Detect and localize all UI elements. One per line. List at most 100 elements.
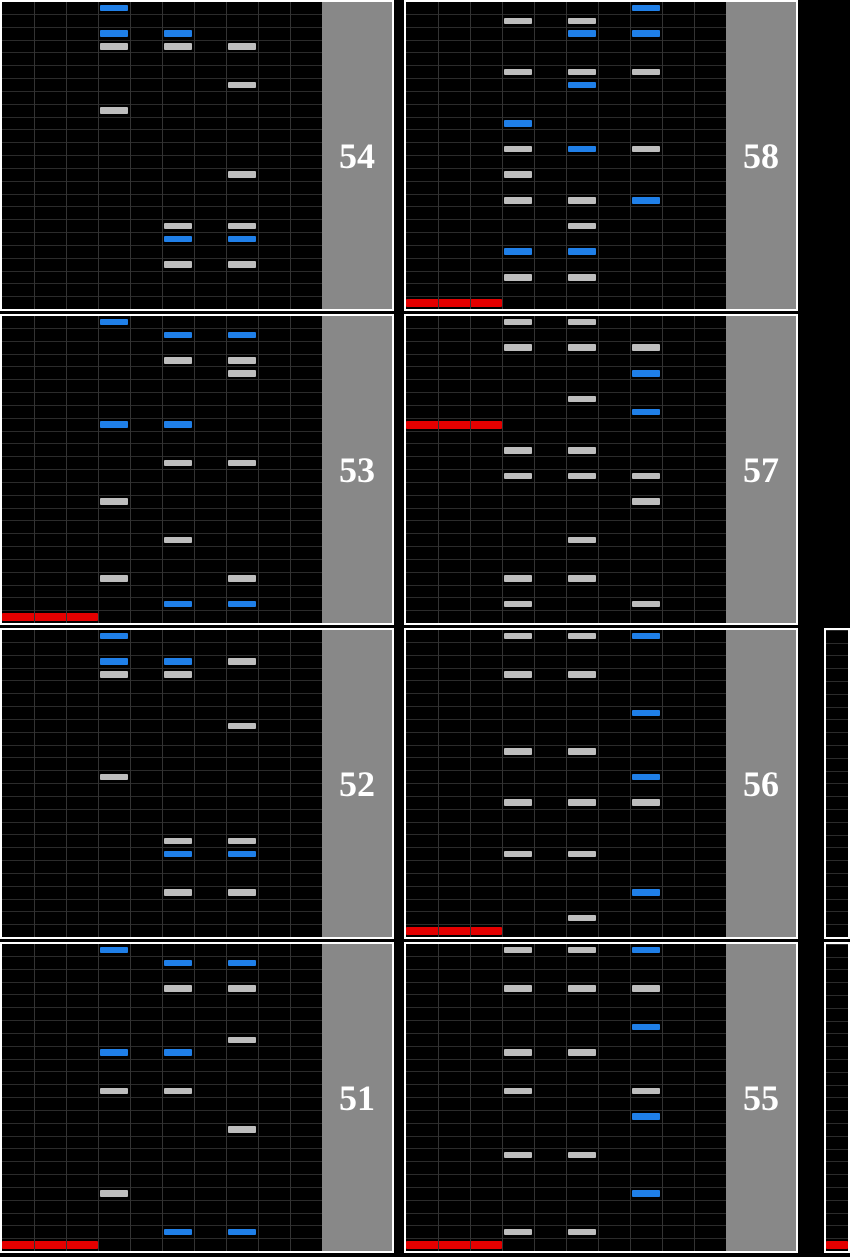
grid-row <box>406 482 726 495</box>
grid-row <box>406 956 726 969</box>
grid-row <box>2 328 322 341</box>
gray-mark <box>228 171 255 178</box>
grid-row <box>406 597 726 610</box>
gray-mark <box>228 838 255 845</box>
red-mark <box>2 1241 98 1249</box>
grid-row <box>826 1008 848 1021</box>
grid-row <box>826 924 848 937</box>
grid-row <box>406 1213 726 1226</box>
grid-row <box>2 232 322 245</box>
panel-sidebar: 51 <box>322 944 392 1251</box>
blue-mark <box>632 947 659 954</box>
grid-row <box>406 1161 726 1174</box>
blue-mark <box>164 658 191 665</box>
gray-mark <box>568 915 595 922</box>
grid-row <box>2 181 322 194</box>
blue-mark <box>568 146 595 153</box>
gray-mark <box>100 43 127 50</box>
grid-row <box>2 40 322 53</box>
grid-row <box>406 1071 726 1084</box>
grid-row <box>826 745 848 758</box>
grid-row <box>2 610 322 623</box>
grid-row <box>2 78 322 91</box>
gray-mark <box>228 82 255 89</box>
grid-row <box>2 1071 322 1084</box>
grid-row <box>406 219 726 232</box>
grid-row <box>406 520 726 533</box>
grid-row <box>2 341 322 354</box>
grid-row <box>2 630 322 642</box>
red-mark <box>406 927 502 935</box>
grid-row <box>406 533 726 546</box>
grid-row <box>406 117 726 130</box>
grid-row <box>826 1213 848 1226</box>
panel-sidebar: 54 <box>322 2 392 309</box>
gray-mark <box>100 107 127 114</box>
grid-row <box>2 1187 322 1200</box>
panel-label: 58 <box>743 135 779 177</box>
grid-row <box>406 271 726 284</box>
grid-row <box>406 1097 726 1110</box>
grid-row <box>406 757 726 770</box>
grid-row <box>826 982 848 995</box>
grid-row <box>406 1136 726 1149</box>
grid-row <box>826 911 848 924</box>
blue-mark <box>504 248 531 255</box>
grid-row <box>2 495 322 508</box>
blue-mark <box>228 601 255 608</box>
grid-row <box>406 296 726 309</box>
blue-mark <box>164 1229 191 1236</box>
grid-row <box>2 956 322 969</box>
grid-row <box>2 732 322 745</box>
grid-row <box>2 706 322 719</box>
blue-mark <box>632 1024 659 1031</box>
grid-row <box>406 456 726 469</box>
grid-row <box>826 957 848 970</box>
grid-row <box>406 78 726 91</box>
grid-row <box>2 642 322 655</box>
grid-row <box>406 834 726 847</box>
gray-mark <box>632 601 659 608</box>
grid-row <box>826 1085 848 1098</box>
grid-row <box>2 770 322 783</box>
panel-label: 52 <box>339 763 375 805</box>
grid-row <box>826 1123 848 1136</box>
gray-mark <box>504 575 531 582</box>
grid-row <box>406 630 726 642</box>
grid-row <box>406 1007 726 1020</box>
grid-row <box>2 994 322 1007</box>
gray-mark <box>164 357 191 364</box>
panel-label: 56 <box>743 763 779 805</box>
grid-row <box>826 1046 848 1059</box>
grid-row <box>2 354 322 367</box>
gray-mark <box>504 671 531 678</box>
gray-mark <box>504 633 531 640</box>
gray-mark <box>568 396 595 403</box>
gray-mark <box>632 985 659 992</box>
grid-row <box>406 245 726 258</box>
grid-row <box>406 1200 726 1213</box>
page-root: 5453525158575655 <box>0 0 850 1257</box>
gray-mark <box>632 799 659 806</box>
grid-row <box>826 694 848 707</box>
grid-row <box>406 142 726 155</box>
grid-row <box>406 14 726 27</box>
grid-row <box>826 1136 848 1149</box>
grid-row <box>2 982 322 995</box>
grid-row <box>406 181 726 194</box>
grid-row <box>2 796 322 809</box>
gray-mark <box>164 537 191 544</box>
gray-mark <box>228 43 255 50</box>
grid-row <box>406 155 726 168</box>
blue-mark <box>164 30 191 37</box>
grid-row <box>406 27 726 40</box>
gray-mark <box>164 43 191 50</box>
blue-mark <box>164 851 191 858</box>
grid-row <box>406 443 726 456</box>
grid-row <box>2 969 322 982</box>
grid-row <box>826 1161 848 1174</box>
grid-row <box>826 1200 848 1213</box>
grid-row <box>406 655 726 668</box>
blue-mark <box>100 947 127 954</box>
grid-row <box>2 271 322 284</box>
